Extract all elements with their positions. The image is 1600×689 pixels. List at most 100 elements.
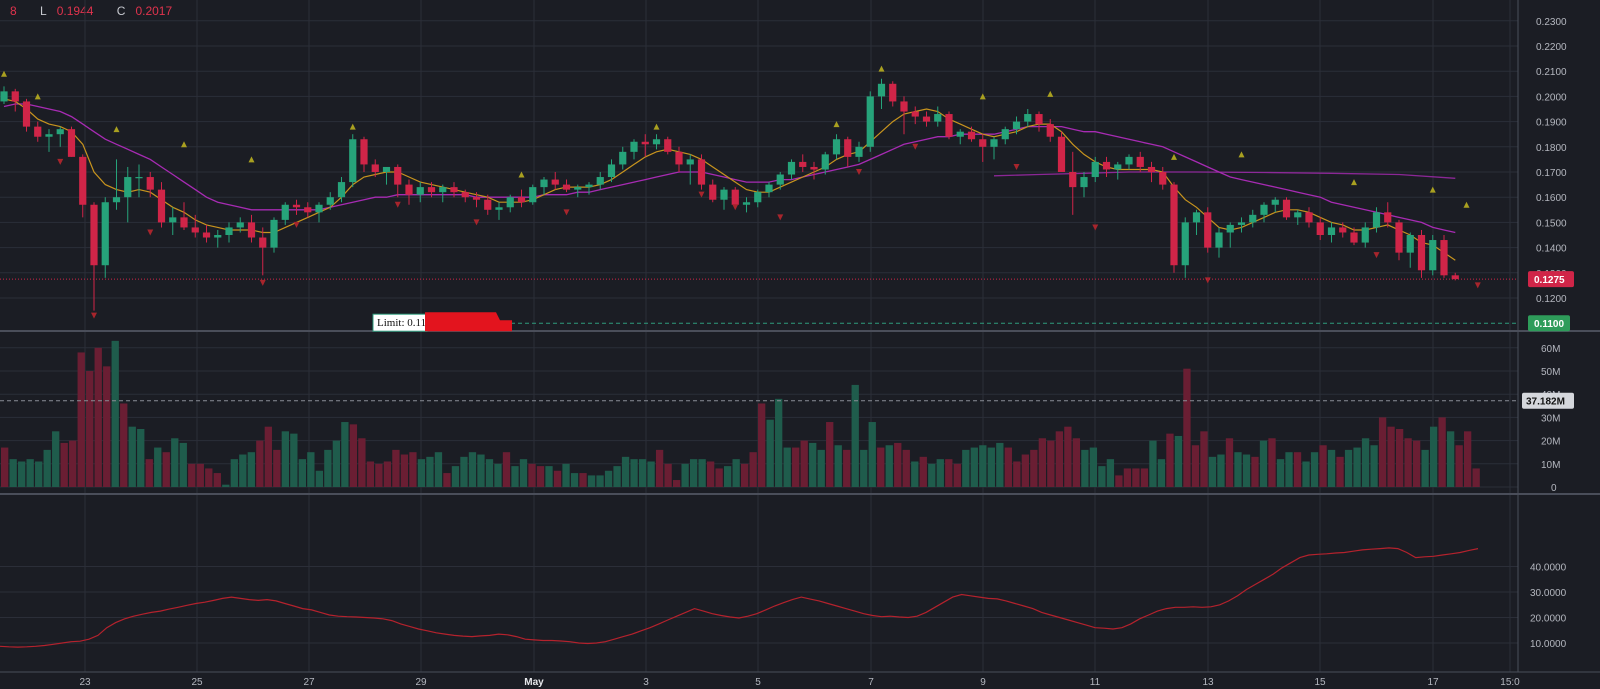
volume-bar <box>519 459 528 487</box>
candle-body <box>754 192 762 203</box>
volume-bar <box>290 433 298 487</box>
fractal-up-marker <box>518 171 525 178</box>
price-tick-label: 0.1500 <box>1536 218 1567 229</box>
time-tick-label: 27 <box>303 677 315 688</box>
volume-bar <box>485 459 494 487</box>
candle-body <box>652 139 661 145</box>
volume-bar <box>52 431 60 487</box>
volume-bar <box>630 459 638 487</box>
candle-body <box>832 139 841 155</box>
candle-body <box>1237 222 1246 225</box>
candle-body <box>34 126 42 137</box>
volume-bar <box>1191 445 1200 487</box>
price-tick-label: 0.1800 <box>1536 143 1567 154</box>
volume-bar <box>1166 433 1174 487</box>
volume-bar <box>451 466 460 487</box>
rsi-tick-label: 30.0000 <box>1530 588 1567 599</box>
candle-body <box>540 179 548 188</box>
limit-price-tag <box>1528 315 1570 332</box>
volume-bar <box>256 440 264 487</box>
fractal-down-marker <box>91 312 97 319</box>
fractal-up-marker <box>248 156 255 163</box>
volume-bar <box>120 403 128 487</box>
volume-bar <box>1106 459 1115 487</box>
volume-bar <box>341 422 349 487</box>
volume-bar <box>741 463 749 487</box>
volume-bar <box>154 447 162 487</box>
volume-bar <box>604 470 613 487</box>
volume-bar <box>689 459 698 487</box>
candle-body <box>304 207 312 213</box>
volume-tick-label: 20M <box>1541 437 1560 448</box>
fractal-down-marker <box>293 221 300 228</box>
fractal-up-marker <box>1351 179 1357 186</box>
volume-bar <box>536 466 545 487</box>
fractal-up-marker <box>1171 153 1177 160</box>
candle-body <box>967 131 976 140</box>
grid-lines <box>0 0 1518 672</box>
volume-bar <box>553 470 562 487</box>
volume-bar <box>1004 447 1012 487</box>
volume-bar <box>128 426 136 487</box>
fractal-up-marker <box>113 126 120 133</box>
candle-body <box>1204 212 1212 248</box>
volume-bar <box>103 366 111 487</box>
candle-body <box>56 129 64 135</box>
candle-body <box>630 141 638 152</box>
fractal-down-marker <box>1474 282 1481 289</box>
candle-body <box>1192 212 1201 223</box>
candle-body <box>877 83 886 97</box>
candle-body <box>1046 124 1054 137</box>
volume-bar <box>1157 459 1166 487</box>
volume-bar <box>1336 456 1344 487</box>
volume-bar <box>766 419 774 487</box>
candle-body <box>315 204 323 213</box>
time-tick-label: 3 <box>643 677 649 688</box>
candle-body <box>157 189 166 223</box>
volume-bar <box>1438 417 1446 487</box>
volume-bar <box>1132 468 1140 487</box>
volume-bar <box>1412 440 1421 487</box>
time-tick-label: 15 <box>1314 677 1326 688</box>
price-tick-label: 0.2100 <box>1536 67 1567 78</box>
candle-body <box>911 111 919 117</box>
candle-body <box>146 177 154 190</box>
fractal-up-marker <box>1463 201 1470 208</box>
candle-body <box>337 182 346 198</box>
candle-body <box>517 197 526 203</box>
volume-bar <box>570 473 579 487</box>
time-tick-label: 23 <box>79 677 91 688</box>
volume-bar <box>1404 438 1412 487</box>
candle-body <box>1451 275 1459 280</box>
candle-body <box>1339 227 1347 233</box>
volume-bar <box>945 459 953 487</box>
fractal-down-marker <box>394 201 401 208</box>
volume-bar <box>443 473 451 487</box>
volume-bar <box>894 442 902 487</box>
volume-bar <box>1319 445 1327 487</box>
volume-bar <box>315 470 324 487</box>
candle-body <box>1361 227 1369 243</box>
price-tick-label: 0.1900 <box>1536 118 1567 129</box>
volume-bar <box>1472 468 1480 487</box>
candle-body <box>0 91 8 102</box>
volume-bar <box>1183 368 1191 487</box>
candle-body <box>79 156 87 205</box>
candle-body <box>1181 222 1189 266</box>
fractal-up-marker <box>1047 90 1054 97</box>
candle-body <box>371 164 379 172</box>
fractal-down-marker <box>57 158 64 165</box>
fractal-up-marker <box>1238 151 1245 158</box>
fractal-down-marker <box>259 279 266 286</box>
price-tick-label: 0.1700 <box>1536 168 1567 179</box>
candle-body <box>1102 161 1111 170</box>
candle-body <box>1001 129 1009 140</box>
candle-body <box>1395 222 1403 253</box>
volume-bar <box>281 431 289 487</box>
candle-body <box>889 83 897 102</box>
price-tick-label: 0.2300 <box>1536 17 1567 28</box>
volume-bar <box>655 449 664 487</box>
volume-bar <box>928 463 936 487</box>
volume-bar <box>1047 440 1055 487</box>
